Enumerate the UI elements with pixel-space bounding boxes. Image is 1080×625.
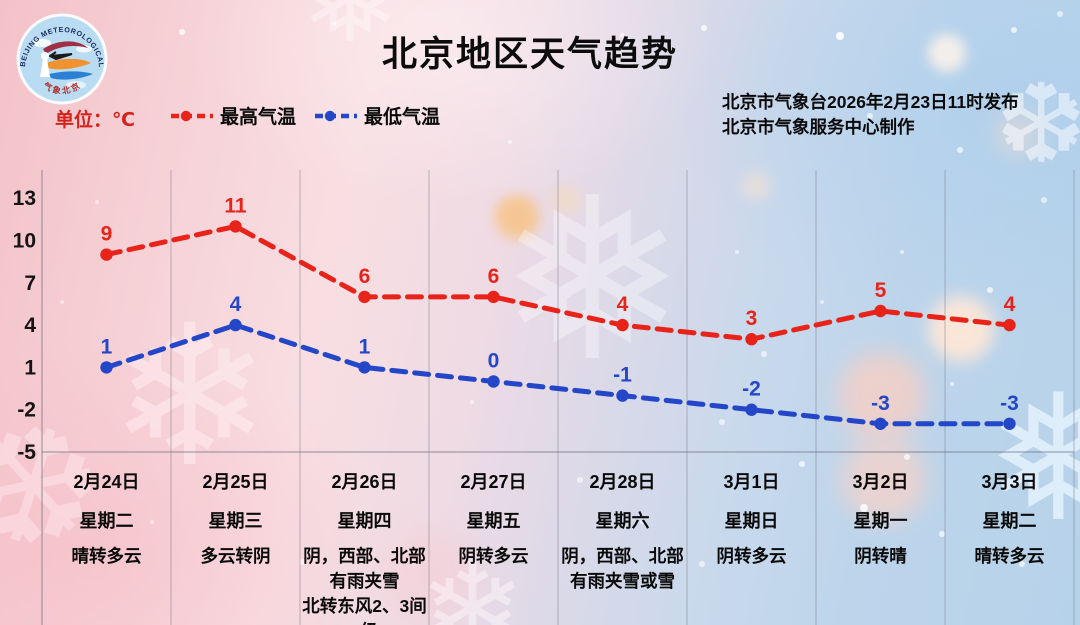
low-temp-point-5 bbox=[616, 389, 629, 402]
high-temp-point-8 bbox=[1003, 318, 1016, 332]
high-temp-value-label: 6 bbox=[488, 265, 500, 288]
day-column-4: 2月27日星期五阴转多云 bbox=[429, 458, 558, 625]
day-date: 2月25日 bbox=[202, 472, 269, 492]
day-date: 2月27日 bbox=[460, 472, 527, 492]
day-weekday: 星期四 bbox=[337, 511, 392, 531]
high-temp-value-label: 4 bbox=[617, 293, 629, 316]
unit-label: 单位：℃ bbox=[55, 110, 136, 131]
y-tick-label: -2 bbox=[17, 399, 36, 422]
high-temp-value-label: 5 bbox=[875, 279, 887, 302]
low-temp-line bbox=[104, 322, 1012, 427]
low-temp-value-label: 4 bbox=[230, 293, 242, 316]
high-temp-line bbox=[104, 223, 1012, 342]
low-temp-point-4 bbox=[487, 375, 500, 388]
day-column-5: 2月28日星期六阴，西部、北部 有雨夹雪或雪 bbox=[558, 458, 687, 625]
low-temp-value-label: 0 bbox=[488, 350, 500, 373]
logo-swoosh-red bbox=[43, 41, 88, 54]
day-weather: 阴转多云 bbox=[716, 546, 787, 566]
logo-swoosh-orange bbox=[46, 58, 91, 70]
y-tick-label: 7 bbox=[24, 272, 36, 295]
high-temp-value-label: 11 bbox=[224, 194, 247, 217]
low-temp-line-marker-icon bbox=[315, 110, 357, 121]
day-weather: 阴，西部、北部 有雨夹雪 北转东风2、3间 4级 bbox=[302, 546, 427, 625]
legend-row: 单位：℃ 最高气温 最低气温 bbox=[0, 102, 1080, 131]
high-temp-value-label: 3 bbox=[746, 307, 758, 330]
logo-arrow bbox=[48, 51, 73, 61]
low-temp-point-2 bbox=[229, 318, 242, 332]
day-weather: 阴转多云 bbox=[458, 546, 529, 566]
day-column-6: 3月1日星期日阴转多云 bbox=[687, 458, 816, 625]
day-weather: 阴转晴 bbox=[854, 546, 907, 566]
high-temp-value-label: 6 bbox=[359, 265, 371, 288]
day-labels-row: 2月24日 星期二 晴转多云 2月25日 星期三 多云转阴 2月26日 星期四 阴，西部、北部 … bbox=[42, 458, 1074, 625]
issuer-line2: 北京市气象服务中心制作 bbox=[722, 117, 915, 137]
low-temp-value-label: -1 bbox=[613, 364, 632, 387]
y-tick-label: 13 bbox=[13, 187, 36, 210]
low-temp-point-6 bbox=[745, 403, 758, 416]
legend-item-low-temp: 最低气温 bbox=[314, 102, 440, 129]
high-temp-point-3 bbox=[358, 290, 371, 304]
low-temp-point-3 bbox=[358, 361, 371, 374]
legend-item-high-temp: 最高气温 bbox=[170, 102, 296, 129]
day-date: 3月1日 bbox=[723, 472, 780, 492]
day-date: 3月2日 bbox=[852, 472, 909, 492]
legend-label-high: 最高气温 bbox=[220, 107, 297, 128]
issuer-info: 北京市气象台2026年2月23日11时发布 北京市气象服务中心制作 bbox=[722, 90, 1019, 140]
y-tick-label: 4 bbox=[24, 314, 36, 337]
low-temp-value-label: -3 bbox=[1000, 392, 1019, 415]
day-date: 2月26日 bbox=[331, 472, 398, 492]
logo-tower bbox=[40, 59, 50, 77]
day-column-8: 3月3日星期二晴转多云 bbox=[945, 458, 1074, 625]
day-weather: 多云转阴 bbox=[200, 546, 271, 566]
day-weather: 晴转多云 bbox=[71, 546, 142, 566]
high-temp-point-4 bbox=[487, 290, 500, 304]
legend-label-low: 最低气温 bbox=[364, 107, 441, 128]
high-temp-value-label: 9 bbox=[101, 223, 113, 246]
page-title: 北京地区天气趋势 bbox=[381, 35, 678, 74]
day-weekday: 星期日 bbox=[724, 511, 779, 531]
day-weekday: 星期一 bbox=[853, 511, 908, 531]
day-weather: 阴，西部、北部 有雨夹雪或雪 bbox=[561, 546, 684, 591]
y-tick-label: -5 bbox=[17, 441, 36, 464]
high-temp-line-marker-icon bbox=[171, 110, 213, 121]
low-temp-point-7 bbox=[874, 417, 887, 430]
day-column-2: 2月25日星期三多云转阴 bbox=[171, 458, 300, 625]
logo-badge-icon: BEIJING METEOROLOGICAL SERVICE 气象北京 bbox=[13, 6, 108, 105]
low-temp-value-label: -3 bbox=[871, 392, 890, 415]
high-temp-point-7 bbox=[874, 304, 887, 318]
day-column-7: 3月2日星期一阴转晴 bbox=[816, 458, 945, 625]
day-weather: 晴转多云 bbox=[974, 546, 1045, 566]
high-temp-point-1 bbox=[100, 248, 113, 261]
day-weekday: 星期二 bbox=[982, 511, 1037, 531]
day-weekday: 星期五 bbox=[466, 511, 521, 531]
logo-swoosh-blue bbox=[49, 71, 93, 80]
day-column-1: 2月24日星期二晴转多云 bbox=[42, 458, 171, 625]
y-tick-label: 1 bbox=[24, 356, 36, 379]
day-date: 2月24日 bbox=[73, 472, 140, 492]
day-date: 3月3日 bbox=[981, 472, 1038, 492]
low-temp-value-label: -2 bbox=[742, 378, 761, 401]
low-temp-point-1 bbox=[100, 361, 113, 374]
high-temp-value-label: 4 bbox=[1004, 293, 1016, 316]
issuer-line1: 北京市气象台2026年2月23日11时发布 bbox=[722, 92, 1019, 112]
high-temp-point-6 bbox=[745, 333, 758, 346]
low-temp-value-label: 1 bbox=[101, 335, 113, 358]
high-temp-point-2 bbox=[229, 220, 242, 233]
day-weekday: 星期二 bbox=[79, 511, 134, 531]
y-tick-label: 10 bbox=[13, 230, 36, 253]
high-temp-point-5 bbox=[616, 318, 629, 332]
day-weekday: 星期三 bbox=[208, 511, 263, 531]
beijing-meteorological-service-logo: BEIJING METEOROLOGICAL SERVICE 气象北京 bbox=[13, 6, 108, 105]
low-temp-value-label: 1 bbox=[359, 335, 371, 358]
day-date: 2月28日 bbox=[589, 472, 656, 492]
day-weekday: 星期六 bbox=[595, 511, 650, 531]
low-temp-point-8 bbox=[1003, 417, 1016, 430]
